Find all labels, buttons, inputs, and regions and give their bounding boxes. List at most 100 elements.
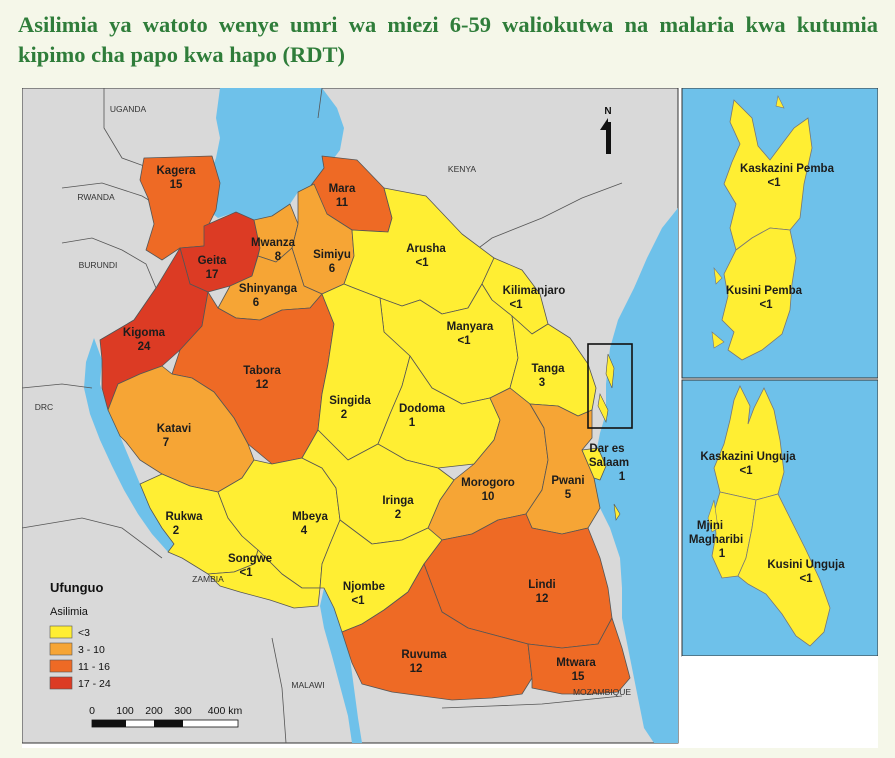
label-manyara-value: <1 [457,335,471,347]
legend-swatch-3 [49,659,73,673]
label-singida-value: 2 [341,409,347,421]
unguja-south [737,493,831,647]
label-mwanza-value: 8 [275,251,282,263]
legend-title: Ufunguo [50,580,103,595]
label-pemba-north-value: <1 [767,177,781,189]
scale-tick-200: 200 [145,705,163,717]
label-katavi-value: 7 [163,437,169,449]
label-rwanda: RWANDA [77,192,115,202]
label-rukwa-name: Rukwa [165,511,203,523]
label-kigoma-name: Kigoma [123,327,166,339]
label-njombe-name: Njombe [343,581,385,593]
label-lindi-value: 12 [536,593,549,605]
label-dodoma-value: 1 [409,417,416,429]
label-lindi-name: Lindi [528,579,555,591]
label-mtwara-value: 15 [572,671,585,683]
map-svg: N UGANDA KENYA RWANDA BURUNDI DRC ZAMBIA… [22,88,878,748]
label-geita-name: Geita [198,255,227,267]
label-unguja-urban-name2: Magharibi [689,534,743,546]
label-pwani-name: Pwani [551,475,584,487]
label-unguja-north-value: <1 [739,465,753,477]
label-katavi-name: Katavi [157,423,192,435]
label-pemba-north-name: Kaskazini Pemba [740,163,835,175]
label-kagera-name: Kagera [157,165,197,177]
label-kilimanjaro-name: Kilimanjaro [503,285,566,297]
label-iringa-value: 2 [395,509,401,521]
legend-swatch-4 [49,676,73,690]
label-mtwara-name: Mtwara [556,657,596,669]
label-unguja-urban-value: 1 [719,548,726,560]
label-burundi: BURUNDI [79,260,118,270]
label-iringa-name: Iringa [382,495,414,507]
label-simiyu-value: 6 [329,263,335,275]
region-iringa [301,429,455,545]
islands-locator-box [587,343,633,429]
main-map: N UGANDA KENYA RWANDA BURUNDI DRC ZAMBIA… [22,88,679,744]
map-title: Asilimia ya watoto wenye umri wa miezi 6… [18,12,878,67]
lake-nyasa [320,588,362,743]
label-morogoro-name: Morogoro [461,477,515,489]
label-pemba-south-value: <1 [759,299,773,311]
unguja-inset: Kaskazini Unguja <1 Mjini Magharibi 1 Ku… [681,379,878,748]
label-geita-value: 17 [206,269,219,281]
label-kenya: KENYA [448,164,477,174]
legend-label-2: 3 - 10 [78,644,105,656]
label-shinyanga-value: 6 [253,297,259,309]
scale-tick-400: 400 km [208,705,243,717]
label-shinyanga-name: Shinyanga [239,283,298,295]
label-mozambique: MOZAMBIQUE [573,687,631,697]
label-kigoma-value: 24 [138,341,151,353]
inset-blank-area [682,656,878,748]
region-labels: Kagera 15 Mara 1 1 Geita 17 Mwanza 8 Simi… [123,165,629,683]
label-unguja-north-name: Kaskazini Unguja [700,451,796,463]
scale-tick-300: 300 [174,705,192,717]
label-dar-name1: Dar es [589,443,624,455]
lake-victoria [208,88,344,220]
mafia-island [613,503,621,521]
scale-tick-100: 100 [116,705,134,717]
pemba-mini [605,353,615,389]
label-songwe-name: Songwe [228,553,272,565]
label-drc: DRC [35,402,53,412]
label-ruvuma-value: 12 [410,663,423,675]
scale-bar: 0 100 200 300 400 km [89,705,243,728]
label-ruvuma-name: Ruvuma [401,649,447,661]
label-rukwa-value: 2 [173,525,179,537]
label-unguja-south-name: Kusini Unguja [767,559,845,571]
label-arusha-name: Arusha [406,243,446,255]
label-arusha-value: <1 [415,257,429,269]
label-tabora-value: 12 [256,379,269,391]
label-mbeya-value: 4 [301,525,308,537]
label-tanga-name: Tanga [531,363,565,375]
pemba-inset: Kaskazini Pemba <1 Kusini Pemba <1 [681,88,878,379]
label-tanga-value: 3 [539,377,545,389]
scale-tick-0: 0 [89,705,95,717]
region-mtwara [527,617,631,695]
legend-swatch-1 [49,625,73,639]
label-zambia: ZAMBIA [192,574,224,584]
label-songwe-value: <1 [239,567,253,579]
label-mwanza-name: Mwanza [251,237,296,249]
label-simiyu-name: Simiyu [313,249,351,261]
legend-subtitle: Asilimia [50,606,89,618]
label-mara-name: Mara [329,183,356,195]
legend-swatch-2 [49,642,73,656]
label-singida-name: Singida [329,395,371,407]
label-malawi: MALAWI [291,680,324,690]
label-pwani-value: 5 [565,489,572,501]
tanzania-regions [99,155,631,701]
region-pwani [525,403,601,535]
label-tabora-name: Tabora [243,365,281,377]
label-dodoma-name: Dodoma [399,403,446,415]
label-dar-name2: Salaam [589,457,629,469]
label-mbeya-name: Mbeya [292,511,328,523]
region-dar [581,447,607,481]
label-unguja-south-value: <1 [799,573,813,585]
north-arrow: N [600,106,612,154]
label-kagera-value: 15 [170,179,183,191]
map-figure: N UGANDA KENYA RWANDA BURUNDI DRC ZAMBIA… [22,88,878,748]
legend-label-4: 17 - 24 [78,678,111,690]
label-dar-value: 1 [619,471,626,483]
indian-ocean [592,208,678,743]
label-pemba-south-name: Kusini Pemba [726,285,803,297]
